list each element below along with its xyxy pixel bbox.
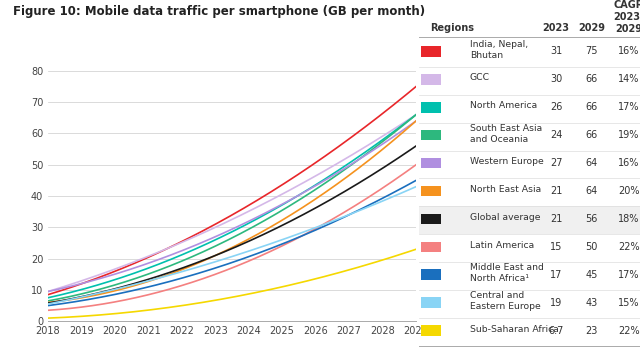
Text: 50: 50 bbox=[585, 242, 598, 252]
Text: 2029: 2029 bbox=[578, 23, 605, 33]
Text: Central and
Eastern Europe: Central and Eastern Europe bbox=[470, 291, 541, 311]
Text: 43: 43 bbox=[586, 298, 598, 308]
Text: 17%: 17% bbox=[618, 270, 640, 280]
Text: 22%: 22% bbox=[618, 325, 640, 336]
Text: 31: 31 bbox=[550, 46, 562, 56]
Text: 21: 21 bbox=[550, 214, 563, 224]
Text: 23: 23 bbox=[585, 325, 598, 336]
Text: 2023: 2023 bbox=[543, 23, 570, 33]
Text: 19: 19 bbox=[550, 298, 562, 308]
Text: Sub-Saharan Africa: Sub-Saharan Africa bbox=[470, 325, 559, 334]
Text: 20%: 20% bbox=[618, 186, 640, 196]
FancyBboxPatch shape bbox=[421, 130, 442, 140]
Text: 15: 15 bbox=[550, 242, 563, 252]
FancyBboxPatch shape bbox=[421, 297, 442, 308]
Text: Middle East and
North Africa¹: Middle East and North Africa¹ bbox=[470, 263, 544, 283]
Text: 17%: 17% bbox=[618, 102, 640, 112]
FancyBboxPatch shape bbox=[421, 102, 442, 113]
FancyBboxPatch shape bbox=[421, 158, 442, 168]
FancyBboxPatch shape bbox=[421, 325, 442, 336]
Text: 75: 75 bbox=[585, 46, 598, 56]
Text: 30: 30 bbox=[550, 74, 562, 84]
Text: 64: 64 bbox=[586, 158, 598, 168]
FancyBboxPatch shape bbox=[421, 186, 442, 196]
Text: 27: 27 bbox=[550, 158, 563, 168]
Text: India, Nepal,
Bhutan: India, Nepal, Bhutan bbox=[470, 40, 528, 60]
FancyBboxPatch shape bbox=[421, 74, 442, 85]
Text: 24: 24 bbox=[550, 130, 563, 140]
Text: 26: 26 bbox=[550, 102, 563, 112]
Text: 17: 17 bbox=[550, 270, 563, 280]
Text: 6.7: 6.7 bbox=[548, 325, 564, 336]
Text: North America: North America bbox=[470, 101, 537, 110]
Text: South East Asia
and Oceania: South East Asia and Oceania bbox=[470, 124, 542, 144]
FancyBboxPatch shape bbox=[421, 46, 442, 57]
Text: 66: 66 bbox=[586, 102, 598, 112]
Text: Regions: Regions bbox=[430, 23, 474, 33]
Text: 21: 21 bbox=[550, 186, 563, 196]
FancyBboxPatch shape bbox=[421, 269, 442, 280]
Text: Figure 10: Mobile data traffic per smartphone (GB per month): Figure 10: Mobile data traffic per smart… bbox=[13, 5, 425, 18]
Text: 16%: 16% bbox=[618, 46, 639, 56]
Text: 22%: 22% bbox=[618, 242, 640, 252]
Text: GCC: GCC bbox=[470, 73, 490, 82]
Text: 16%: 16% bbox=[618, 158, 639, 168]
FancyBboxPatch shape bbox=[421, 214, 442, 224]
FancyBboxPatch shape bbox=[421, 241, 442, 252]
Text: 56: 56 bbox=[585, 214, 598, 224]
Text: 14%: 14% bbox=[618, 74, 639, 84]
FancyBboxPatch shape bbox=[419, 207, 640, 234]
Text: North East Asia: North East Asia bbox=[470, 185, 541, 194]
Text: 19%: 19% bbox=[618, 130, 639, 140]
Text: 64: 64 bbox=[586, 186, 598, 196]
Text: Latin America: Latin America bbox=[470, 241, 534, 250]
Text: 66: 66 bbox=[586, 130, 598, 140]
Text: 45: 45 bbox=[585, 270, 598, 280]
Text: CAGR
2023–
2029: CAGR 2023– 2029 bbox=[613, 0, 640, 34]
Text: 15%: 15% bbox=[618, 298, 640, 308]
Text: 66: 66 bbox=[586, 74, 598, 84]
Text: Global average: Global average bbox=[470, 213, 541, 222]
Text: 18%: 18% bbox=[618, 214, 639, 224]
Text: Western Europe: Western Europe bbox=[470, 157, 544, 166]
